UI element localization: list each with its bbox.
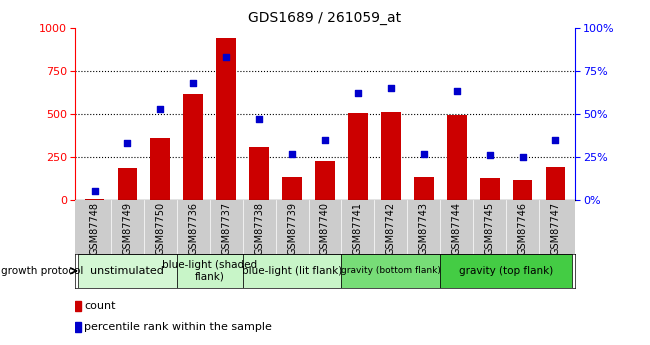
Bar xyxy=(84,199,105,200)
Text: growth protocol: growth protocol xyxy=(1,266,83,276)
Point xyxy=(254,116,265,122)
Bar xyxy=(249,147,269,200)
Point xyxy=(320,137,330,142)
Bar xyxy=(315,161,335,200)
Point xyxy=(188,80,198,86)
Text: gravity (bottom flank): gravity (bottom flank) xyxy=(341,266,441,275)
Point xyxy=(287,151,297,156)
Point xyxy=(551,137,561,142)
Point xyxy=(122,140,133,146)
Point xyxy=(419,151,429,156)
Text: blue-light (shaded
flank): blue-light (shaded flank) xyxy=(162,260,257,282)
Title: GDS1689 / 261059_at: GDS1689 / 261059_at xyxy=(248,11,402,25)
Bar xyxy=(151,138,170,200)
Bar xyxy=(177,254,242,288)
Bar xyxy=(480,178,499,200)
Bar xyxy=(216,38,236,200)
Bar xyxy=(75,301,81,311)
Bar xyxy=(414,177,434,200)
Bar xyxy=(341,254,440,288)
Point xyxy=(385,85,396,91)
Text: percentile rank within the sample: percentile rank within the sample xyxy=(84,322,272,332)
Point xyxy=(517,154,528,160)
Text: gravity (top flank): gravity (top flank) xyxy=(459,266,553,276)
Bar xyxy=(282,177,302,200)
Bar xyxy=(447,115,467,200)
Point xyxy=(89,189,99,194)
Text: unstimulated: unstimulated xyxy=(90,266,164,276)
Bar xyxy=(78,254,177,288)
Bar xyxy=(381,112,401,200)
Bar xyxy=(242,254,341,288)
Point xyxy=(353,90,363,96)
Point xyxy=(155,106,166,111)
Text: blue-light (lit flank): blue-light (lit flank) xyxy=(242,266,342,276)
Bar xyxy=(513,180,532,200)
Point xyxy=(484,152,495,158)
Point xyxy=(221,54,231,60)
Bar xyxy=(440,254,572,288)
Text: count: count xyxy=(84,301,116,311)
Bar xyxy=(183,94,203,200)
Bar xyxy=(348,113,368,200)
Bar xyxy=(118,168,137,200)
Bar xyxy=(75,322,81,332)
Point xyxy=(452,89,462,94)
Bar xyxy=(545,167,566,200)
